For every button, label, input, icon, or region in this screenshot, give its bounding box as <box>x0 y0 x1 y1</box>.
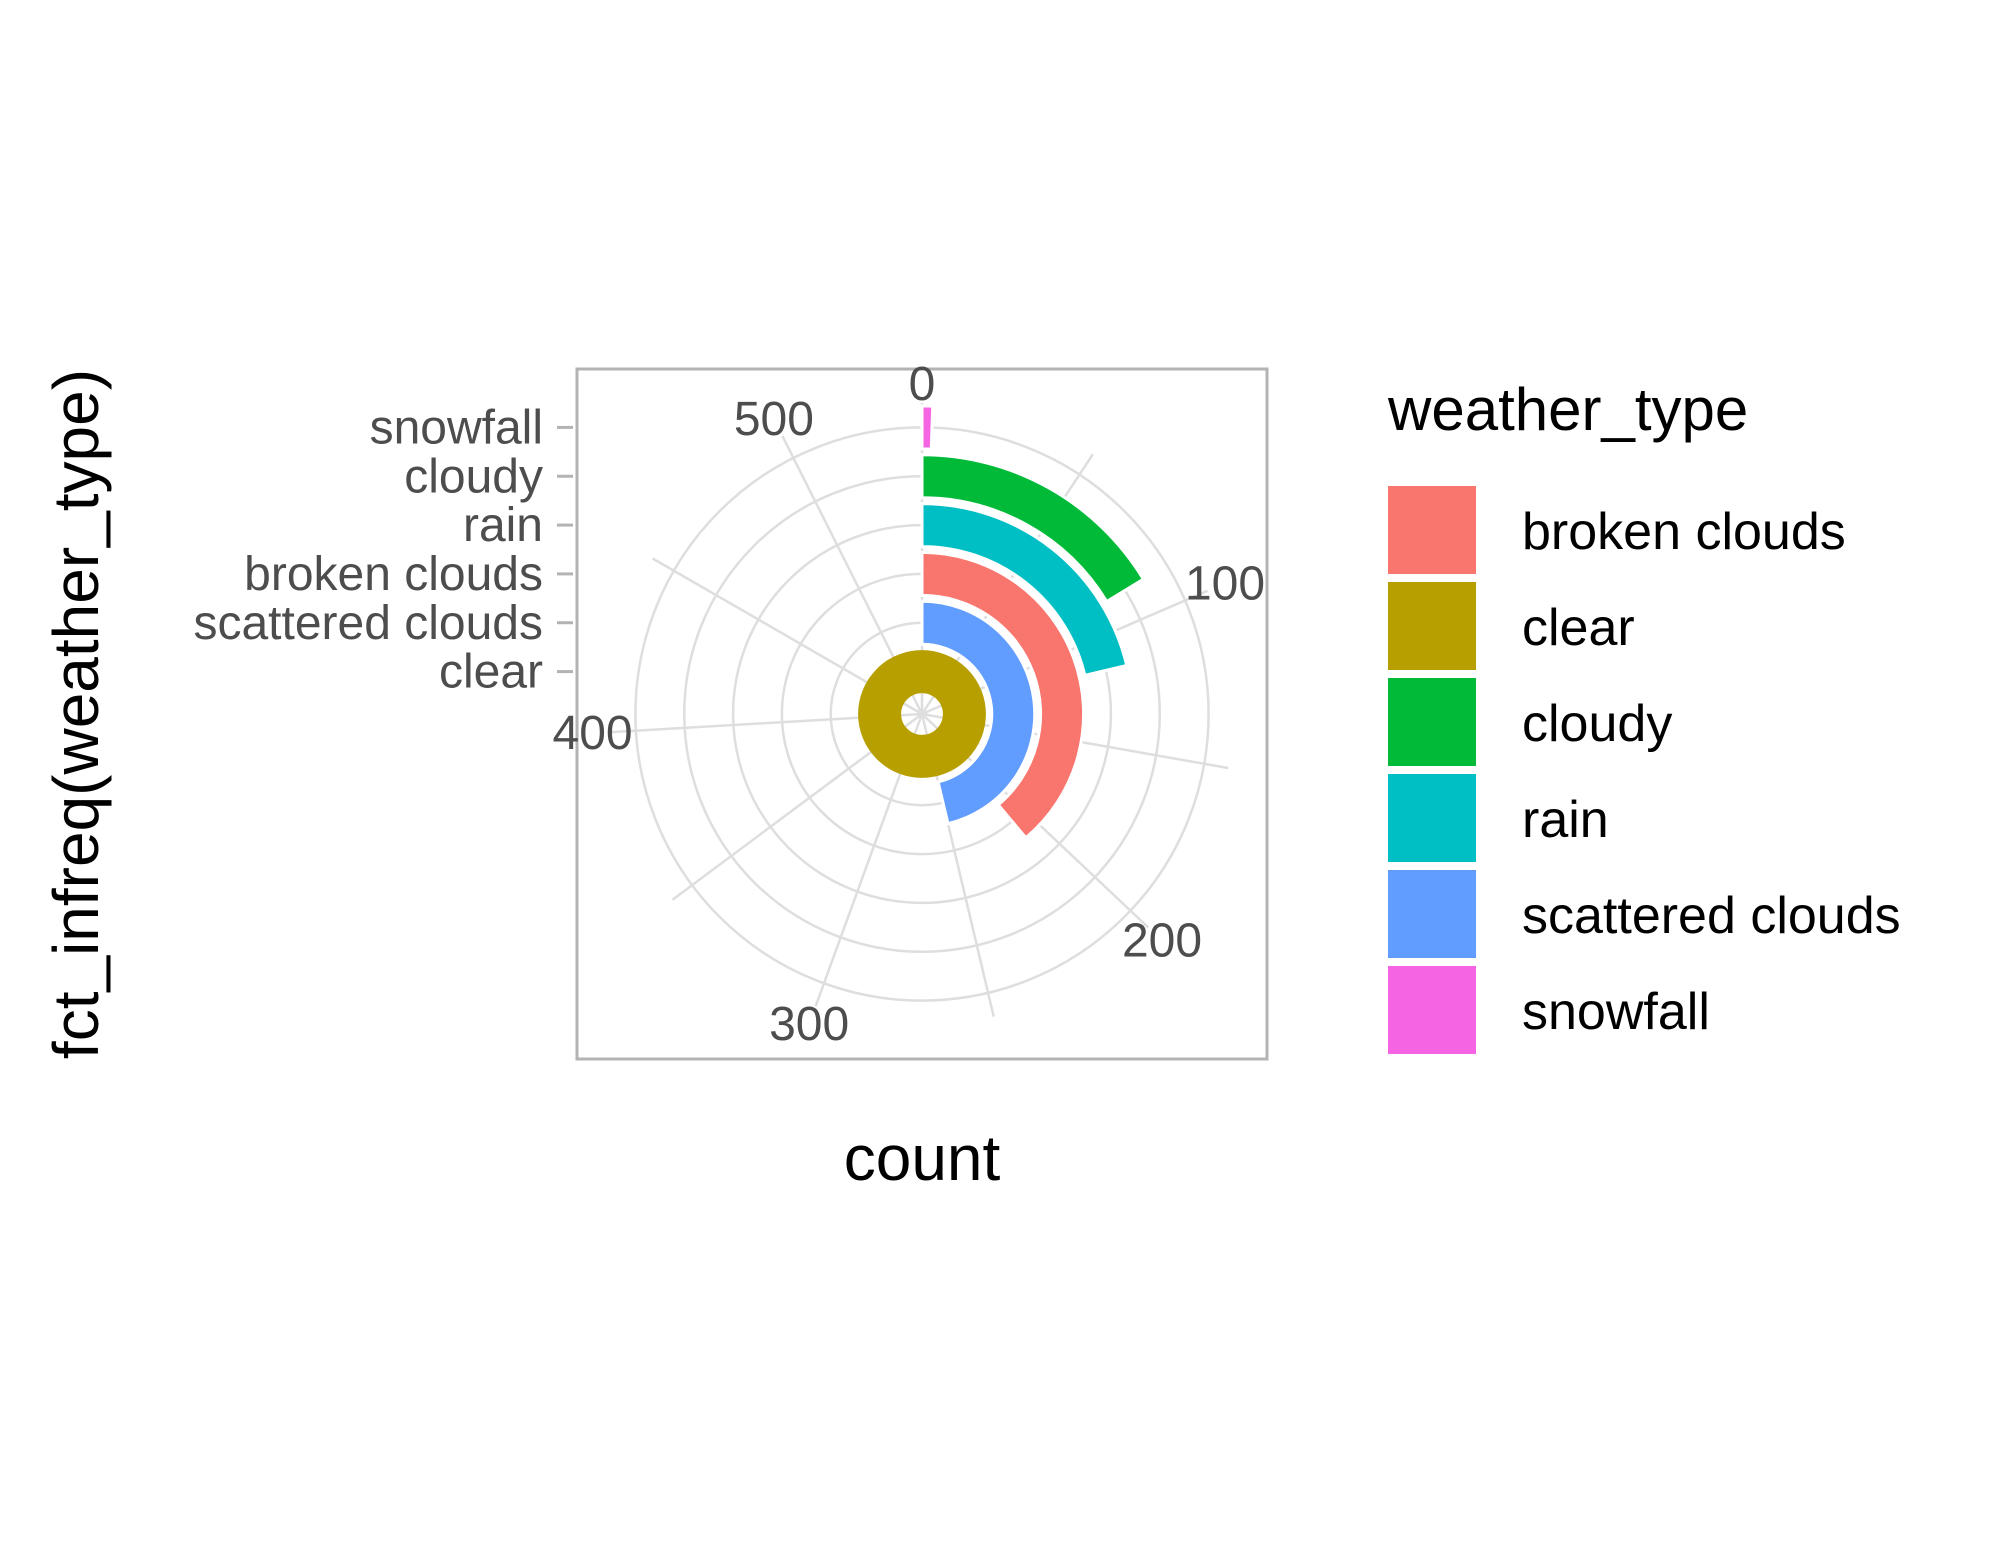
count-tick-label: 0 <box>909 358 936 411</box>
count-tick-label: 500 <box>734 393 814 446</box>
category-tick-label: snowfall <box>370 401 543 454</box>
bar-snowfall <box>920 404 935 451</box>
bar-clear <box>858 650 986 778</box>
legend-label: rain <box>1522 791 1609 849</box>
bar-rain <box>920 502 1129 678</box>
bar-broken-clouds <box>920 550 1086 840</box>
bar-cloudy <box>920 453 1146 604</box>
legend-label: cloudy <box>1522 695 1672 753</box>
bars <box>858 404 1146 840</box>
count-axis-ticks: 0 100 200 300 400 500 <box>553 358 1266 1051</box>
legend-label: clear <box>1522 599 1635 657</box>
category-tick-label: scattered clouds <box>193 597 543 650</box>
legend-key <box>1388 486 1476 574</box>
legend-key <box>1388 870 1476 958</box>
legend-key <box>1388 678 1476 766</box>
legend-title: weather_type <box>1387 376 1748 443</box>
count-tick-label: 400 <box>553 707 633 760</box>
category-tick-label: clear <box>439 646 543 699</box>
count-tick-label: 200 <box>1122 914 1202 967</box>
count-tick-label: 100 <box>1185 557 1265 610</box>
legend-label: broken clouds <box>1522 503 1846 561</box>
category-tick-label: rain <box>463 499 543 552</box>
legend-key <box>1388 774 1476 862</box>
category-tick-label: broken clouds <box>244 548 543 601</box>
legend-label: scattered clouds <box>1522 887 1901 945</box>
count-tick-label: 300 <box>769 998 849 1051</box>
bar-scattered-clouds <box>920 599 1037 826</box>
legend-key <box>1388 966 1476 1054</box>
legend-key <box>1388 582 1476 670</box>
legend: weather_type broken clouds clear cloudy rai… <box>1387 376 1901 1054</box>
legend-label: snowfall <box>1522 983 1710 1041</box>
category-tick-label: cloudy <box>404 450 543 503</box>
y-axis-title: fct_infreq(weather_type) <box>40 369 112 1059</box>
x-axis-title: count <box>844 1122 1001 1194</box>
